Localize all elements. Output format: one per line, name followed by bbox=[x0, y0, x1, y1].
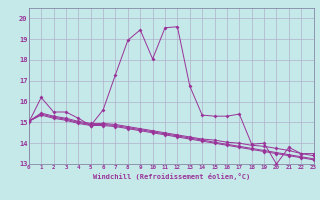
X-axis label: Windchill (Refroidissement éolien,°C): Windchill (Refroidissement éolien,°C) bbox=[92, 173, 250, 180]
